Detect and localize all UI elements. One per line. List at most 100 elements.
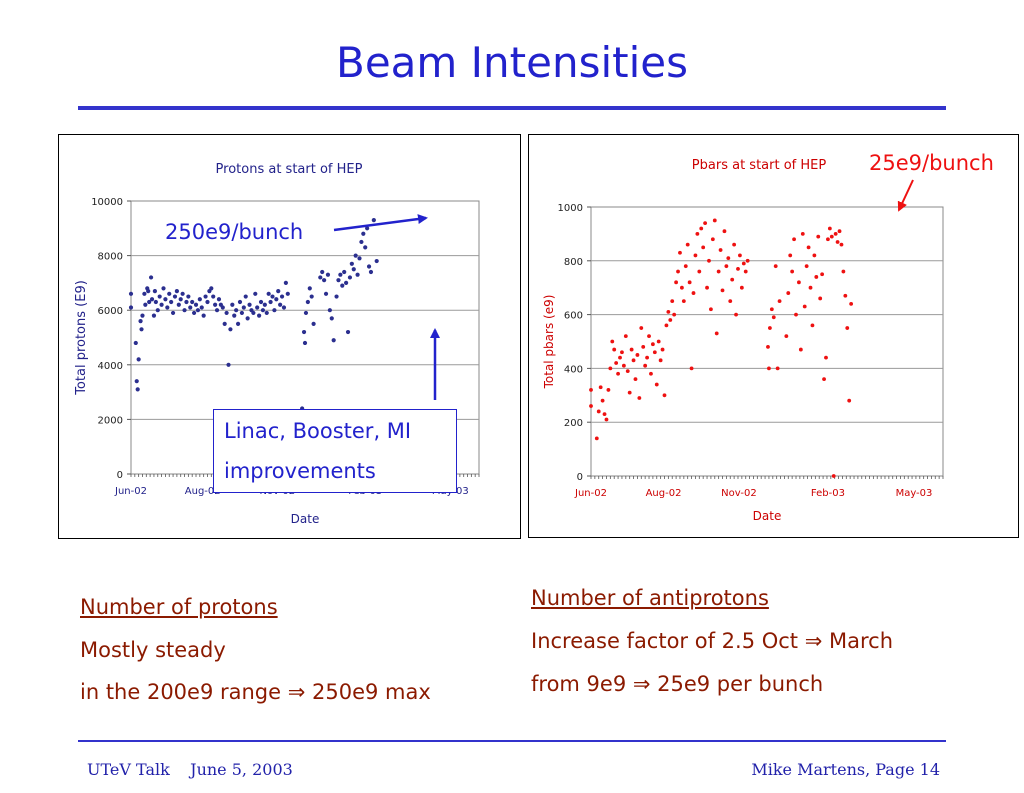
protons-data-point: [327, 308, 332, 313]
protons-data-point: [302, 340, 308, 346]
protons-data-point: [237, 299, 243, 305]
pbars-data-point: [743, 269, 748, 274]
protons-data-point: [234, 308, 239, 313]
protons-chart-title: Protons at start of HEP: [216, 162, 363, 177]
protons-data-point: [135, 387, 140, 392]
pbars-data-point: [726, 256, 731, 261]
protons-data-point: [268, 299, 273, 305]
pbars-data-point: [621, 363, 626, 368]
protons-y-tick-label: 8000: [98, 252, 123, 263]
pbars-data-point: [738, 253, 742, 258]
protons-data-point: [220, 305, 225, 310]
protons-data-point: [167, 291, 172, 296]
slide-title: Beam Intensities: [336, 38, 688, 87]
pbars-data-point: [775, 366, 780, 371]
protons-y-axis-label: Total protons (E9): [74, 280, 89, 396]
pbars-data-point: [826, 237, 830, 242]
pbars-data-point: [732, 242, 737, 247]
pbars-data-point: [824, 355, 828, 360]
pbars-data-point: [734, 312, 738, 317]
pbars-data-point: [705, 285, 709, 290]
protons-data-point: [361, 231, 366, 236]
protons-note-2: in the 200e9 range ⇒ 250e9 max: [80, 680, 431, 704]
protons-y-tick-label: 6000: [98, 306, 123, 317]
pbars-data-point: [656, 339, 661, 344]
protons-data-point: [270, 294, 275, 299]
pbars-data-point: [816, 234, 821, 239]
pbars-data-point: [674, 280, 678, 285]
protons-data-point: [165, 305, 170, 310]
pbars-y-tick-label: 400: [564, 364, 583, 375]
pbars-data-point: [654, 382, 659, 387]
protons-data-point: [176, 302, 181, 307]
protons-data-point: [336, 278, 341, 283]
pbars-data-point: [820, 272, 825, 277]
protons-data-point: [278, 302, 283, 307]
pbars-data-point: [833, 232, 838, 236]
pbars-data-point: [633, 377, 638, 382]
protons-data-point: [251, 310, 256, 316]
linac-callout-box: Linac, Booster, MI improvements: [213, 409, 457, 493]
protons-x-tick-label: Jun-02: [114, 486, 147, 497]
pbars-data-point: [714, 331, 719, 336]
pbars-data-point: [629, 347, 634, 352]
protons-data-point: [128, 291, 134, 296]
pbars-x-tick-label: Aug-02: [646, 488, 682, 499]
protons-data-point: [301, 329, 307, 335]
protons-data-point: [128, 305, 134, 310]
protons-data-point: [172, 294, 178, 299]
protons-data-point: [325, 272, 331, 277]
protons-data-point: [368, 269, 374, 275]
protons-data-point: [266, 291, 271, 296]
protons-data-point: [214, 308, 220, 313]
protons-data-point: [243, 294, 248, 299]
protons-data-point: [285, 291, 290, 296]
pbars-data-point: [672, 312, 677, 317]
pbars-data-point: [804, 264, 809, 269]
protons-data-point: [186, 294, 191, 299]
protons-data-point: [153, 299, 158, 305]
pbars-data-point: [730, 277, 735, 282]
pbars-data-point: [786, 291, 791, 295]
pbars-data-point: [664, 323, 669, 328]
protons-data-point: [209, 286, 214, 291]
pbars-data-point: [777, 299, 782, 304]
protons-data-point: [247, 302, 252, 307]
pbars-data-point: [818, 296, 823, 301]
pbars-data-point: [602, 412, 607, 417]
protons-data-point: [307, 286, 312, 291]
protons-data-point: [230, 302, 235, 307]
pbars-data-point: [831, 474, 836, 478]
pbars-data-point: [829, 234, 834, 239]
pbars-data-point: [712, 218, 717, 223]
pbars-data-point: [800, 232, 805, 236]
protons-data-point: [161, 286, 166, 291]
pbars-data-point: [625, 369, 630, 373]
pbars-y-tick-label: 200: [564, 418, 583, 429]
pbars-data-point: [814, 275, 819, 279]
pbars-y-tick-label: 0: [577, 472, 583, 483]
protons-data-point: [331, 338, 336, 343]
pbars-data-point: [685, 242, 690, 247]
pbars-data-point: [697, 269, 702, 274]
pbars-y-axis-label: Total pbars (e9): [542, 295, 556, 390]
pbars-data-point: [608, 366, 613, 371]
pbars-data-point: [643, 363, 648, 368]
pbars-data-point: [691, 291, 696, 295]
protons-data-point: [283, 280, 288, 285]
protons-data-point: [140, 313, 145, 318]
protons-data-point: [146, 288, 151, 294]
protons-data-point: [344, 280, 349, 285]
pbars-data-point: [739, 285, 744, 290]
antiprotons-note-2: from 9e9 ⇒ 25e9 per bunch: [531, 672, 824, 696]
protons-data-point: [371, 218, 376, 223]
pbars-data-point: [841, 269, 846, 274]
linac-line1: Linac, Booster, MI: [224, 419, 412, 443]
pbars-data-point: [773, 264, 778, 269]
pbars-data-point: [600, 398, 605, 403]
protons-data-point: [260, 308, 266, 313]
protons-data-point: [274, 297, 279, 302]
callout-protons-arrow: [333, 214, 428, 232]
pbars-data-point: [808, 285, 813, 290]
